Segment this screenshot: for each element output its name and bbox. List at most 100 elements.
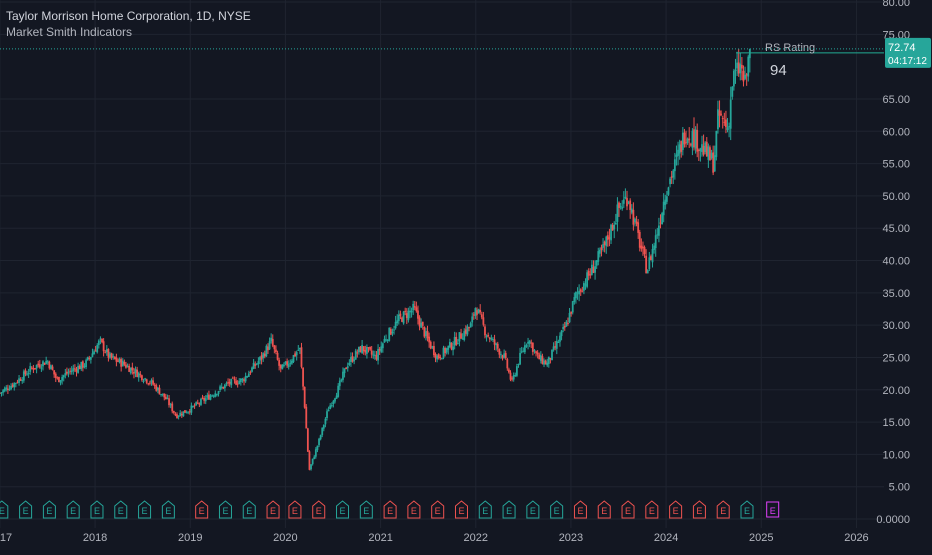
candle-body — [492, 338, 494, 340]
candle-body — [587, 270, 590, 276]
earnings-marker[interactable]: E — [138, 500, 152, 519]
earnings-marker[interactable]: E — [19, 500, 33, 519]
candle-body — [88, 357, 91, 359]
earnings-marker[interactable]: E — [0, 500, 9, 519]
candle-body — [322, 424, 325, 429]
candle-body — [356, 352, 359, 354]
earnings-marker[interactable]: E — [526, 500, 540, 519]
candle-body — [653, 245, 656, 250]
earnings-marker[interactable]: E — [597, 500, 611, 519]
candle-body — [298, 347, 301, 350]
candle-body — [503, 353, 506, 358]
candle-body — [638, 231, 641, 248]
candle-body — [86, 357, 89, 360]
candle-body — [257, 361, 260, 365]
candle-body — [291, 360, 293, 364]
candle-body — [567, 322, 569, 324]
earnings-marker[interactable]: E — [359, 500, 373, 519]
candle-body — [318, 438, 320, 446]
candle-body — [383, 338, 386, 343]
earnings-marker[interactable]: E — [621, 500, 635, 519]
earnings-marker[interactable]: E — [669, 500, 683, 519]
earnings-marker[interactable]: E — [478, 500, 492, 519]
earnings-marker[interactable]: E — [66, 500, 80, 519]
candle-body — [139, 374, 142, 376]
earnings-marker-label: E — [23, 506, 29, 516]
time-axis[interactable]: 2017 2018 2019 2020 2021 2022 2023 2024 2025 2026 — [0, 532, 869, 544]
earnings-marker[interactable]: E — [431, 500, 445, 519]
candle-body — [485, 335, 488, 337]
price-tick-label: 60.00 — [882, 126, 910, 138]
earnings-marker[interactable]: E — [692, 500, 706, 519]
earnings-marker[interactable]: E — [550, 500, 564, 519]
candle-body — [479, 310, 482, 313]
candle-body — [662, 201, 665, 216]
earnings-marker[interactable]: E — [766, 501, 780, 518]
price-tick-label: 80.00 — [882, 0, 910, 9]
earnings-marker[interactable]: E — [218, 500, 232, 519]
candle-body — [468, 327, 470, 329]
earnings-marker[interactable]: E — [161, 500, 175, 519]
candle-body — [498, 349, 501, 355]
earnings-marker[interactable]: E — [312, 500, 326, 519]
candle-body — [16, 381, 19, 383]
candle-body — [24, 370, 27, 375]
candle-body — [321, 427, 324, 435]
earnings-marker[interactable]: E — [645, 500, 659, 519]
candle-body — [27, 372, 30, 374]
earnings-marker[interactable]: E — [266, 500, 280, 519]
earnings-marker[interactable]: E — [42, 500, 56, 519]
candle-body — [152, 380, 154, 385]
candle-body — [640, 245, 643, 249]
candle-body — [547, 356, 550, 365]
earnings-marker-shape — [288, 500, 302, 519]
price-axis[interactable]: 80.0075.0065.0060.0055.0050.0045.0040.00… — [876, 0, 932, 550]
candle-body — [179, 412, 182, 417]
earnings-marker[interactable]: E — [90, 500, 104, 519]
candle-body — [436, 355, 439, 360]
candle-body — [11, 384, 14, 387]
candle-body — [570, 311, 573, 314]
candle-body — [381, 343, 384, 349]
earnings-marker[interactable]: E — [573, 500, 587, 519]
earnings-marker-shape — [90, 500, 104, 519]
candle-body — [45, 360, 48, 364]
earnings-marker[interactable]: E — [716, 500, 730, 519]
earnings-marker[interactable]: E — [242, 500, 256, 519]
candle-body — [433, 346, 435, 356]
candle-body — [713, 155, 716, 172]
earnings-marker[interactable]: E — [288, 500, 302, 519]
candle-body — [136, 369, 139, 377]
candle-body — [30, 367, 33, 369]
candle-body — [3, 388, 6, 392]
earnings-marker[interactable]: E — [383, 500, 397, 519]
candle-body — [13, 382, 16, 388]
candle-body — [688, 138, 691, 141]
candle-body — [283, 364, 285, 367]
earnings-marker[interactable]: E — [336, 500, 350, 519]
candle-body — [196, 402, 199, 404]
candle-body — [366, 347, 368, 354]
candle-body — [80, 361, 83, 370]
earnings-marker[interactable]: E — [502, 500, 516, 519]
earnings-marker-label: E — [165, 506, 171, 516]
candle-body — [184, 410, 186, 413]
candle-body — [418, 317, 421, 327]
candle-body — [452, 346, 454, 351]
candle-body — [342, 371, 344, 380]
earnings-marker[interactable]: E — [114, 500, 128, 519]
earnings-marker[interactable]: E — [407, 500, 421, 519]
candle-body — [289, 362, 292, 364]
candle-body — [113, 356, 116, 359]
candle-body — [235, 380, 237, 385]
earnings-marker-shape — [766, 501, 780, 518]
candle-body — [217, 391, 220, 395]
earnings-marker[interactable]: E — [740, 500, 754, 519]
indicator-name[interactable]: Market Smith Indicators — [6, 25, 133, 39]
earnings-marker[interactable]: E — [195, 500, 209, 519]
candle-body — [511, 378, 514, 380]
price-tick-label: 5.00 — [889, 482, 910, 494]
earnings-marker[interactable]: E — [454, 500, 468, 519]
